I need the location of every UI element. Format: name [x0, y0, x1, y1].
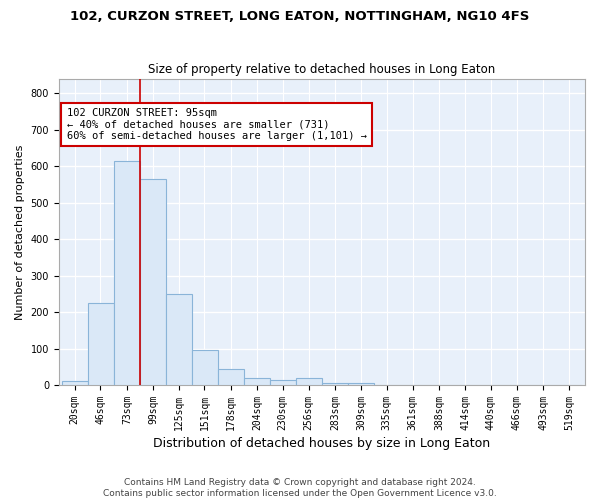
Title: Size of property relative to detached houses in Long Eaton: Size of property relative to detached ho… [148, 63, 496, 76]
Bar [296, 378, 322, 385]
Bar [88, 303, 114, 385]
Text: Contains HM Land Registry data © Crown copyright and database right 2024.
Contai: Contains HM Land Registry data © Crown c… [103, 478, 497, 498]
Bar [322, 384, 348, 385]
Text: 102 CURZON STREET: 95sqm
← 40% of detached houses are smaller (731)
60% of semi-: 102 CURZON STREET: 95sqm ← 40% of detach… [67, 108, 367, 141]
Bar [244, 378, 270, 385]
Bar [348, 384, 374, 385]
Bar [140, 179, 166, 385]
Bar [62, 382, 88, 385]
Bar [270, 380, 296, 385]
Bar [166, 294, 191, 385]
Bar [114, 160, 140, 385]
Y-axis label: Number of detached properties: Number of detached properties [15, 144, 25, 320]
Text: 102, CURZON STREET, LONG EATON, NOTTINGHAM, NG10 4FS: 102, CURZON STREET, LONG EATON, NOTTINGH… [70, 10, 530, 23]
X-axis label: Distribution of detached houses by size in Long Eaton: Distribution of detached houses by size … [154, 437, 490, 450]
Bar [218, 368, 244, 385]
Bar [191, 350, 218, 385]
